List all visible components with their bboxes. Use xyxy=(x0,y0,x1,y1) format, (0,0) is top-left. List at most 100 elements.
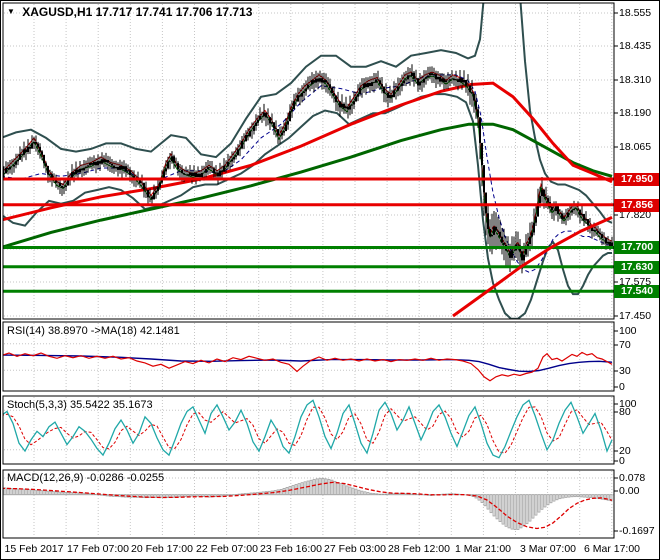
macd-histogram-bar xyxy=(360,490,364,496)
macd-histogram-bar xyxy=(69,492,73,496)
macd-histogram-bar xyxy=(345,485,349,496)
macd-histogram-bar xyxy=(387,493,391,496)
macd-histogram-bar xyxy=(576,494,580,498)
macd-histogram-bar xyxy=(501,494,505,525)
macd-histogram-bar xyxy=(342,484,346,496)
macd-histogram-bar xyxy=(390,493,394,496)
macd-histogram-bar xyxy=(15,488,19,496)
macd-histogram-bar xyxy=(72,492,76,496)
stoch-tick-label: 100 xyxy=(619,398,637,410)
macd-histogram-bar xyxy=(597,494,601,500)
slow-ma-green xyxy=(3,122,613,249)
macd-histogram-bar xyxy=(321,478,325,496)
macd-histogram-bar xyxy=(99,494,103,496)
macd-histogram-bar xyxy=(177,494,181,498)
price-tick-label: 18.435 xyxy=(619,40,652,52)
macd-histogram-bar xyxy=(561,494,565,499)
macd-histogram-bar xyxy=(573,494,577,498)
time-tick-label: 20 Feb 17:00 xyxy=(131,543,193,555)
macd-histogram-bar xyxy=(207,494,211,498)
macd-histogram-bar xyxy=(555,494,559,501)
price-tick-label: 17.820 xyxy=(619,209,652,221)
time-tick-label: 6 Mar 17:00 xyxy=(583,543,641,555)
macd-histogram-bar xyxy=(519,494,523,529)
macd-histogram-bar xyxy=(39,490,43,496)
macd-histogram-bar xyxy=(318,477,322,496)
symbol-collapse-icon[interactable]: ▼ xyxy=(7,7,15,16)
time-tick-label: 23 Feb 16:00 xyxy=(260,543,322,555)
time-tick-label: 27 Feb 03:00 xyxy=(324,543,386,555)
macd-histogram-bar xyxy=(147,494,151,498)
price-level-badge: 17.700 xyxy=(614,240,659,254)
macd-histogram-bar xyxy=(222,494,226,497)
macd-histogram-bar xyxy=(591,494,595,499)
macd-histogram-bar xyxy=(57,491,61,496)
macd-histogram-bar xyxy=(63,491,67,496)
ohlc-values: 17.717 17.741 17.706 17.713 xyxy=(95,5,253,19)
macd-histogram-bar xyxy=(312,479,316,496)
macd-histogram-bar xyxy=(351,487,355,496)
trendline[interactable] xyxy=(452,216,613,318)
panel-border xyxy=(2,395,615,465)
macd-histogram-bar xyxy=(24,488,28,496)
macd-histogram-bar xyxy=(606,494,610,501)
price-tick-label: 18.310 xyxy=(619,74,652,86)
macd-histogram-bar xyxy=(567,494,571,498)
macd-histogram-bar xyxy=(372,493,376,496)
macd-histogram-bar xyxy=(324,478,328,496)
macd-histogram-bar xyxy=(81,492,85,496)
macd-histogram-bar xyxy=(315,478,319,496)
macd-histogram-bar xyxy=(303,481,307,496)
stoch-signal-line xyxy=(3,406,613,454)
macd-histogram-bar xyxy=(531,494,535,519)
macd-histogram-bar xyxy=(537,494,541,513)
macd-histogram-bar xyxy=(594,494,598,499)
panel-border xyxy=(2,321,615,392)
macd-histogram-bar xyxy=(42,490,46,496)
panel-border xyxy=(2,2,615,320)
macd-histogram-bar xyxy=(153,494,157,498)
macd-histogram-bar xyxy=(66,492,70,496)
macd-histogram-bar xyxy=(9,488,13,496)
rsi-tick-label: 100 xyxy=(619,325,637,337)
macd-histogram-bar xyxy=(363,491,367,496)
macd-histogram-bar xyxy=(249,492,253,496)
macd-histogram-bar xyxy=(549,494,553,504)
macd-histogram-bar xyxy=(141,494,145,498)
macd-histogram-bar xyxy=(357,489,361,496)
price-tick-label: 17.450 xyxy=(619,310,652,322)
macd-histogram-bar xyxy=(540,494,544,510)
stoch-tick-label: 0 xyxy=(619,455,625,467)
bollinger-lower-band xyxy=(3,93,612,319)
macd-histogram-bar xyxy=(237,493,241,496)
price-level-badge: 17.856 xyxy=(614,198,659,212)
macd-histogram-bar xyxy=(87,493,91,496)
macd-histogram-bar xyxy=(309,479,313,496)
rsi-tick-label: 0 xyxy=(619,381,625,393)
price-tick-label: 18.190 xyxy=(619,107,652,119)
macd-histogram-bar xyxy=(552,494,556,502)
time-tick-label: 1 Mar 21:00 xyxy=(454,543,512,555)
macd-histogram-bar xyxy=(33,489,37,496)
rsi-indicator-label: RSI(14) 38.8970 ->MA(18) 42.1481 xyxy=(7,325,180,337)
macd-histogram-bar xyxy=(516,494,520,530)
macd-histogram-bar xyxy=(60,491,64,496)
macd-histogram-bar xyxy=(336,482,340,496)
macd-histogram-bar xyxy=(558,494,562,500)
macd-histogram-bar xyxy=(507,494,511,529)
macd-histogram-bar xyxy=(600,494,604,500)
macd-histogram-bar xyxy=(159,494,163,498)
bollinger-upper-band xyxy=(3,3,613,224)
macd-histogram-bar xyxy=(381,493,385,496)
macd-indicator-label: MACD(12,26,9) -0.0286 -0.0255 xyxy=(7,472,165,484)
rsi-tick-label: 30 xyxy=(619,365,631,377)
macd-histogram-bar xyxy=(570,494,574,498)
macd-histogram-bar xyxy=(513,494,517,530)
price-level-badge: 17.950 xyxy=(614,172,659,186)
stoch-tick-label: 20 xyxy=(619,445,631,457)
macd-histogram-bar xyxy=(522,494,526,527)
rsi-tick-label: 70 xyxy=(619,339,631,351)
macd-histogram-bar xyxy=(333,480,337,496)
macd-histogram-bar xyxy=(228,494,232,496)
